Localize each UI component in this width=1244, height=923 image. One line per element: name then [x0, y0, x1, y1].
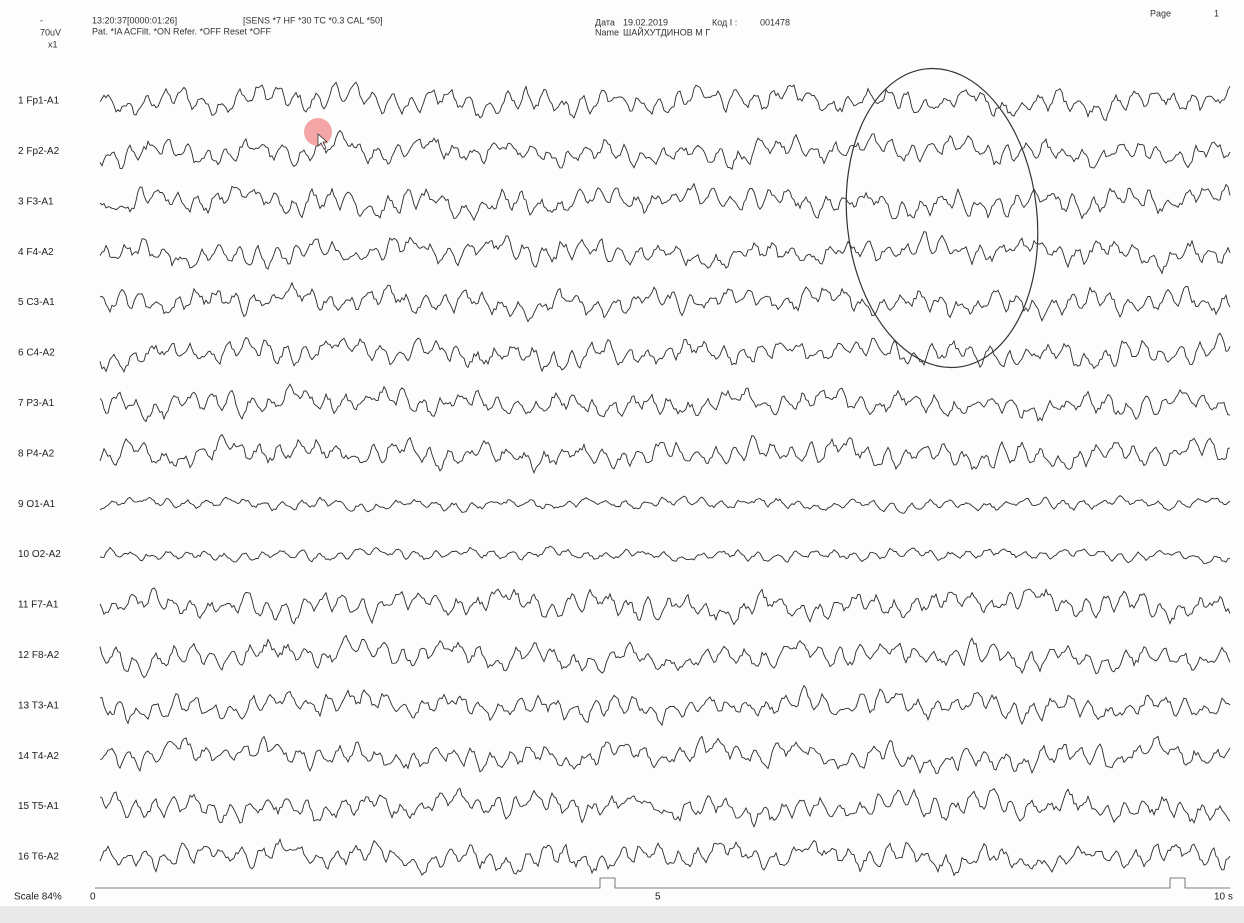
date: 19.02.2019 [623, 17, 668, 27]
params: Pat. *IA ACFilt. *ON Refer. *OFF Reset *… [92, 26, 272, 36]
time-mid: 5 [655, 892, 661, 903]
bottom-bar [0, 906, 1244, 923]
paper [0, 0, 1244, 923]
channel-label: 6 C4-A2 [18, 348, 55, 359]
channel-label: 12 F8-A2 [18, 650, 60, 661]
page-number: 1 [1214, 8, 1219, 18]
channel-label: 4 F4-A2 [18, 247, 54, 258]
date-label: Дата [595, 17, 615, 27]
channel-label: 7 P3-A1 [18, 398, 55, 409]
channel-label: 14 T4-A2 [18, 751, 59, 762]
code-label: Код I : [712, 17, 737, 27]
channel-label: 2 Fp2-A2 [18, 146, 60, 157]
channel-label: 5 C3-A1 [18, 297, 55, 308]
channel-label: 1 Fp1-A1 [18, 96, 60, 107]
name-label: Name [595, 27, 619, 37]
time-start: 0 [90, 892, 96, 903]
settings: [SENS *7 HF *30 TC *0.3 CAL *50] [243, 15, 383, 25]
page-label: Page [1150, 8, 1171, 18]
scale-factor: x1 [48, 39, 58, 49]
channel-label: 8 P4-A2 [18, 448, 55, 459]
channel-label: 9 O1-A1 [18, 499, 56, 510]
channel-label: 11 F7-A1 [18, 600, 59, 611]
code: 001478 [760, 17, 790, 27]
channel-label: 13 T3-A1 [18, 700, 59, 711]
scale-mark: - [40, 15, 43, 25]
page: - 70uV x1 13:20:37[0000:01:26] [SENS *7 … [0, 0, 1244, 923]
channel-label: 15 T5-A1 [18, 801, 59, 812]
patient-name: ШАЙХУТДИНОВ М Г [623, 26, 710, 37]
scale-unit: 70uV [40, 27, 61, 37]
channel-label: 16 T6-A2 [18, 852, 59, 863]
time: 13:20:37[0000:01:26] [92, 15, 177, 25]
eeg-printout: - 70uV x1 13:20:37[0000:01:26] [SENS *7 … [0, 0, 1244, 923]
footer-scale: Scale 84% [14, 892, 62, 903]
channel-label: 10 O2-A2 [18, 549, 61, 560]
channel-label: 3 F3-A1 [18, 196, 54, 207]
time-end: 10 s [1214, 892, 1233, 903]
